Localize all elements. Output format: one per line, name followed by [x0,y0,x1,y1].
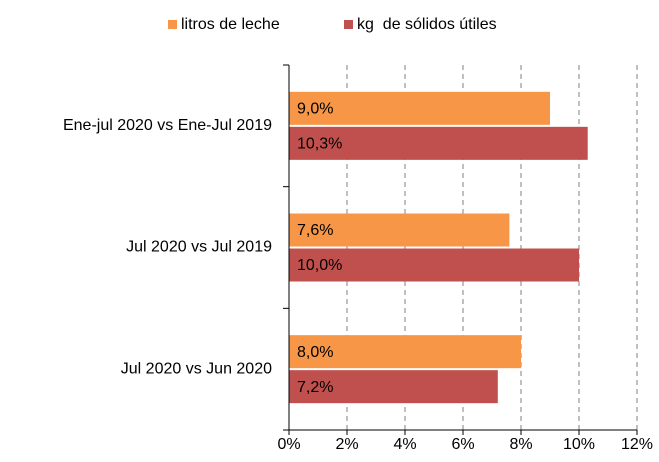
legend-label: litros de leche [181,16,280,33]
x-tick-label: 0% [277,436,300,453]
bar [289,213,510,247]
x-tick-label: 4% [393,436,416,453]
x-tick-label: 10% [563,436,595,453]
value-label: 10,3% [297,136,342,153]
y-tick-label: Ene-jul 2020 vs Ene-Jul 2019 [63,117,272,134]
legend-label: kg de sólidos útiles [357,16,497,33]
value-label: 8,0% [297,344,333,361]
bar [289,248,579,282]
x-tick-label: 2% [335,436,358,453]
bar [289,370,498,404]
bar [289,126,588,160]
value-label: 7,6% [297,222,333,239]
y-tick-label: Jul 2020 vs Jun 2020 [121,360,272,377]
value-label: 9,0% [297,101,333,118]
bar [289,91,550,125]
x-tick-label: 8% [509,436,532,453]
y-tick-label: Jul 2020 vs Jul 2019 [126,239,272,256]
x-tick-label: 6% [451,436,474,453]
value-label: 10,0% [297,257,342,274]
legend-swatch [168,20,177,29]
bar [289,335,521,369]
x-tick-label: 12% [621,436,653,453]
value-label: 7,2% [297,379,333,396]
legend-swatch [344,20,353,29]
